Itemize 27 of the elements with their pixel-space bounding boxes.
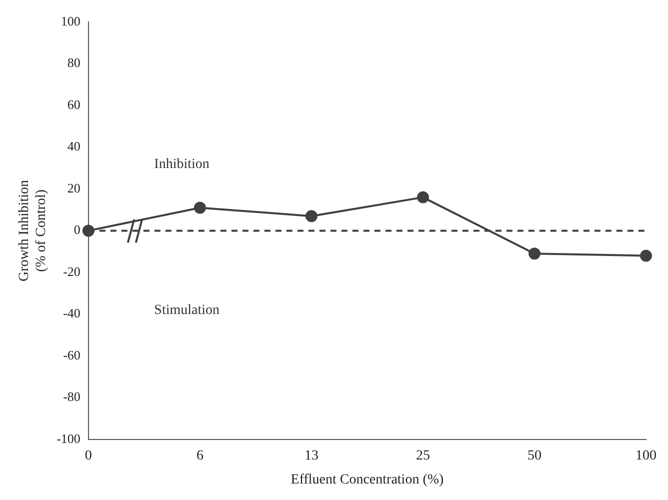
x-tick-label: 50 [527, 448, 542, 464]
x-tick-label: 0 [84, 448, 92, 464]
point [640, 250, 652, 262]
y-tick-label: -40 [63, 306, 80, 321]
annotation: Inhibition [154, 157, 210, 172]
y-tick-label: 100 [60, 13, 80, 28]
annotation: Stimulation [154, 303, 220, 318]
point [305, 210, 318, 222]
y-tick-label: -80 [63, 389, 80, 404]
x-axis-title: Effluent Concentration (%) [290, 472, 444, 488]
x-tick-label: 6 [196, 448, 204, 464]
y-tick-label: 20 [67, 180, 80, 196]
y-tick-label: -60 [63, 347, 80, 362]
y-tick-label: -100 [56, 430, 80, 446]
point [194, 202, 206, 214]
y-tick-label: 60 [67, 96, 80, 112]
y-axis-title: Growth Inhibition (% of Control) [17, 180, 49, 282]
x-tick-label: 100 [636, 448, 656, 464]
y-tick-label: 80 [67, 55, 80, 70]
y-tick-label: 40 [67, 138, 80, 154]
y-tick-label: 0 [74, 222, 80, 238]
y-tick-label: -20 [63, 264, 80, 279]
point [528, 248, 540, 260]
point [416, 191, 429, 204]
x-tick-label: 13 [304, 448, 318, 464]
point [82, 224, 94, 237]
x-tick-label: 25 [416, 448, 430, 464]
